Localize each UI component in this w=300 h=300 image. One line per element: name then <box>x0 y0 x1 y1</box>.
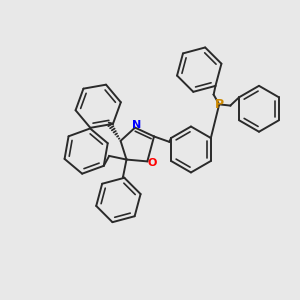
Text: P: P <box>214 98 224 111</box>
Text: O: O <box>148 158 157 168</box>
Text: N: N <box>132 120 141 130</box>
